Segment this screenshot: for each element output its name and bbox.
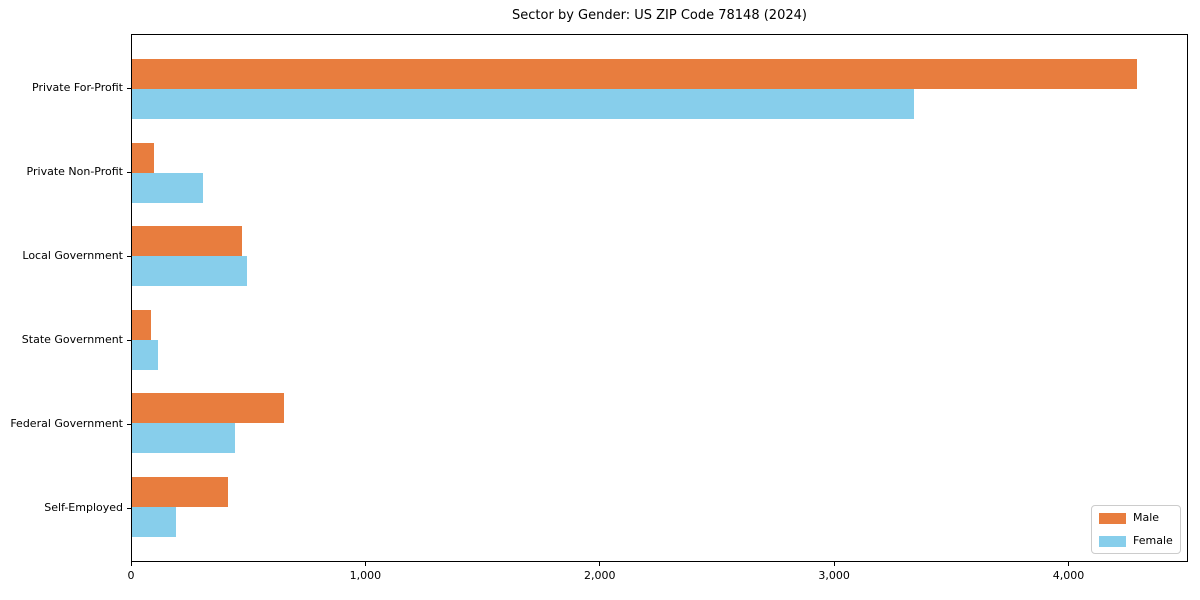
x-tick-mark	[130, 562, 132, 566]
x-tick-label: 3,000	[818, 569, 850, 582]
bar-group	[132, 309, 1187, 370]
x-tick-mark	[364, 562, 367, 566]
legend-item-female: Female	[1099, 535, 1173, 547]
bar-male	[132, 226, 242, 257]
y-tick-label: Self-Employed	[44, 501, 123, 514]
female-swatch-icon	[1099, 535, 1126, 547]
y-tick-mark	[127, 507, 131, 509]
bar-male	[132, 393, 285, 424]
y-tick-label: Private For-Profit	[32, 81, 123, 94]
x-tick-label: 4,000	[1052, 569, 1085, 582]
bar-group	[132, 59, 1187, 119]
x-tick-mark	[833, 562, 835, 566]
bar-male	[132, 142, 155, 173]
bar-female	[132, 89, 915, 119]
bar-male	[132, 59, 1137, 89]
x-tick-label: 2,000	[583, 569, 616, 582]
y-tick-label: State Government	[21, 333, 123, 346]
y-tick-mark	[127, 87, 131, 89]
bar-female	[132, 256, 247, 287]
y-tick-mark	[127, 171, 131, 173]
bar-group	[132, 142, 1187, 203]
y-tick-mark	[127, 423, 131, 425]
y-tick-label: Local Government	[22, 249, 123, 262]
x-tick-mark	[599, 562, 601, 566]
legend: Male Female	[1091, 505, 1181, 554]
y-tick-label: Federal Government	[10, 417, 123, 430]
bar-female	[132, 506, 177, 537]
bar-female	[132, 172, 204, 203]
bar-group	[132, 226, 1187, 287]
y-tick-label: Private Non-Profit	[26, 165, 123, 178]
x-tick-label: 0	[127, 569, 135, 582]
x-tick-label: 1,000	[349, 569, 382, 582]
legend-label-female: Female	[1133, 534, 1173, 547]
male-swatch-icon	[1099, 512, 1126, 524]
legend-item-male: Male	[1099, 512, 1173, 524]
x-tick-mark	[1067, 562, 1070, 566]
legend-label-male: Male	[1133, 511, 1160, 524]
chart-title: Sector by Gender: US ZIP Code 78148 (202…	[512, 8, 807, 23]
bar-female	[132, 339, 158, 370]
y-tick-mark	[127, 255, 131, 257]
bar-female	[132, 423, 235, 454]
bar-group	[132, 476, 1187, 537]
y-tick-mark	[127, 339, 131, 341]
plot-area	[131, 34, 1188, 562]
bar-rows	[132, 35, 1187, 561]
bar-male	[132, 309, 151, 340]
bar-male	[132, 476, 228, 507]
bar-group	[132, 393, 1187, 454]
